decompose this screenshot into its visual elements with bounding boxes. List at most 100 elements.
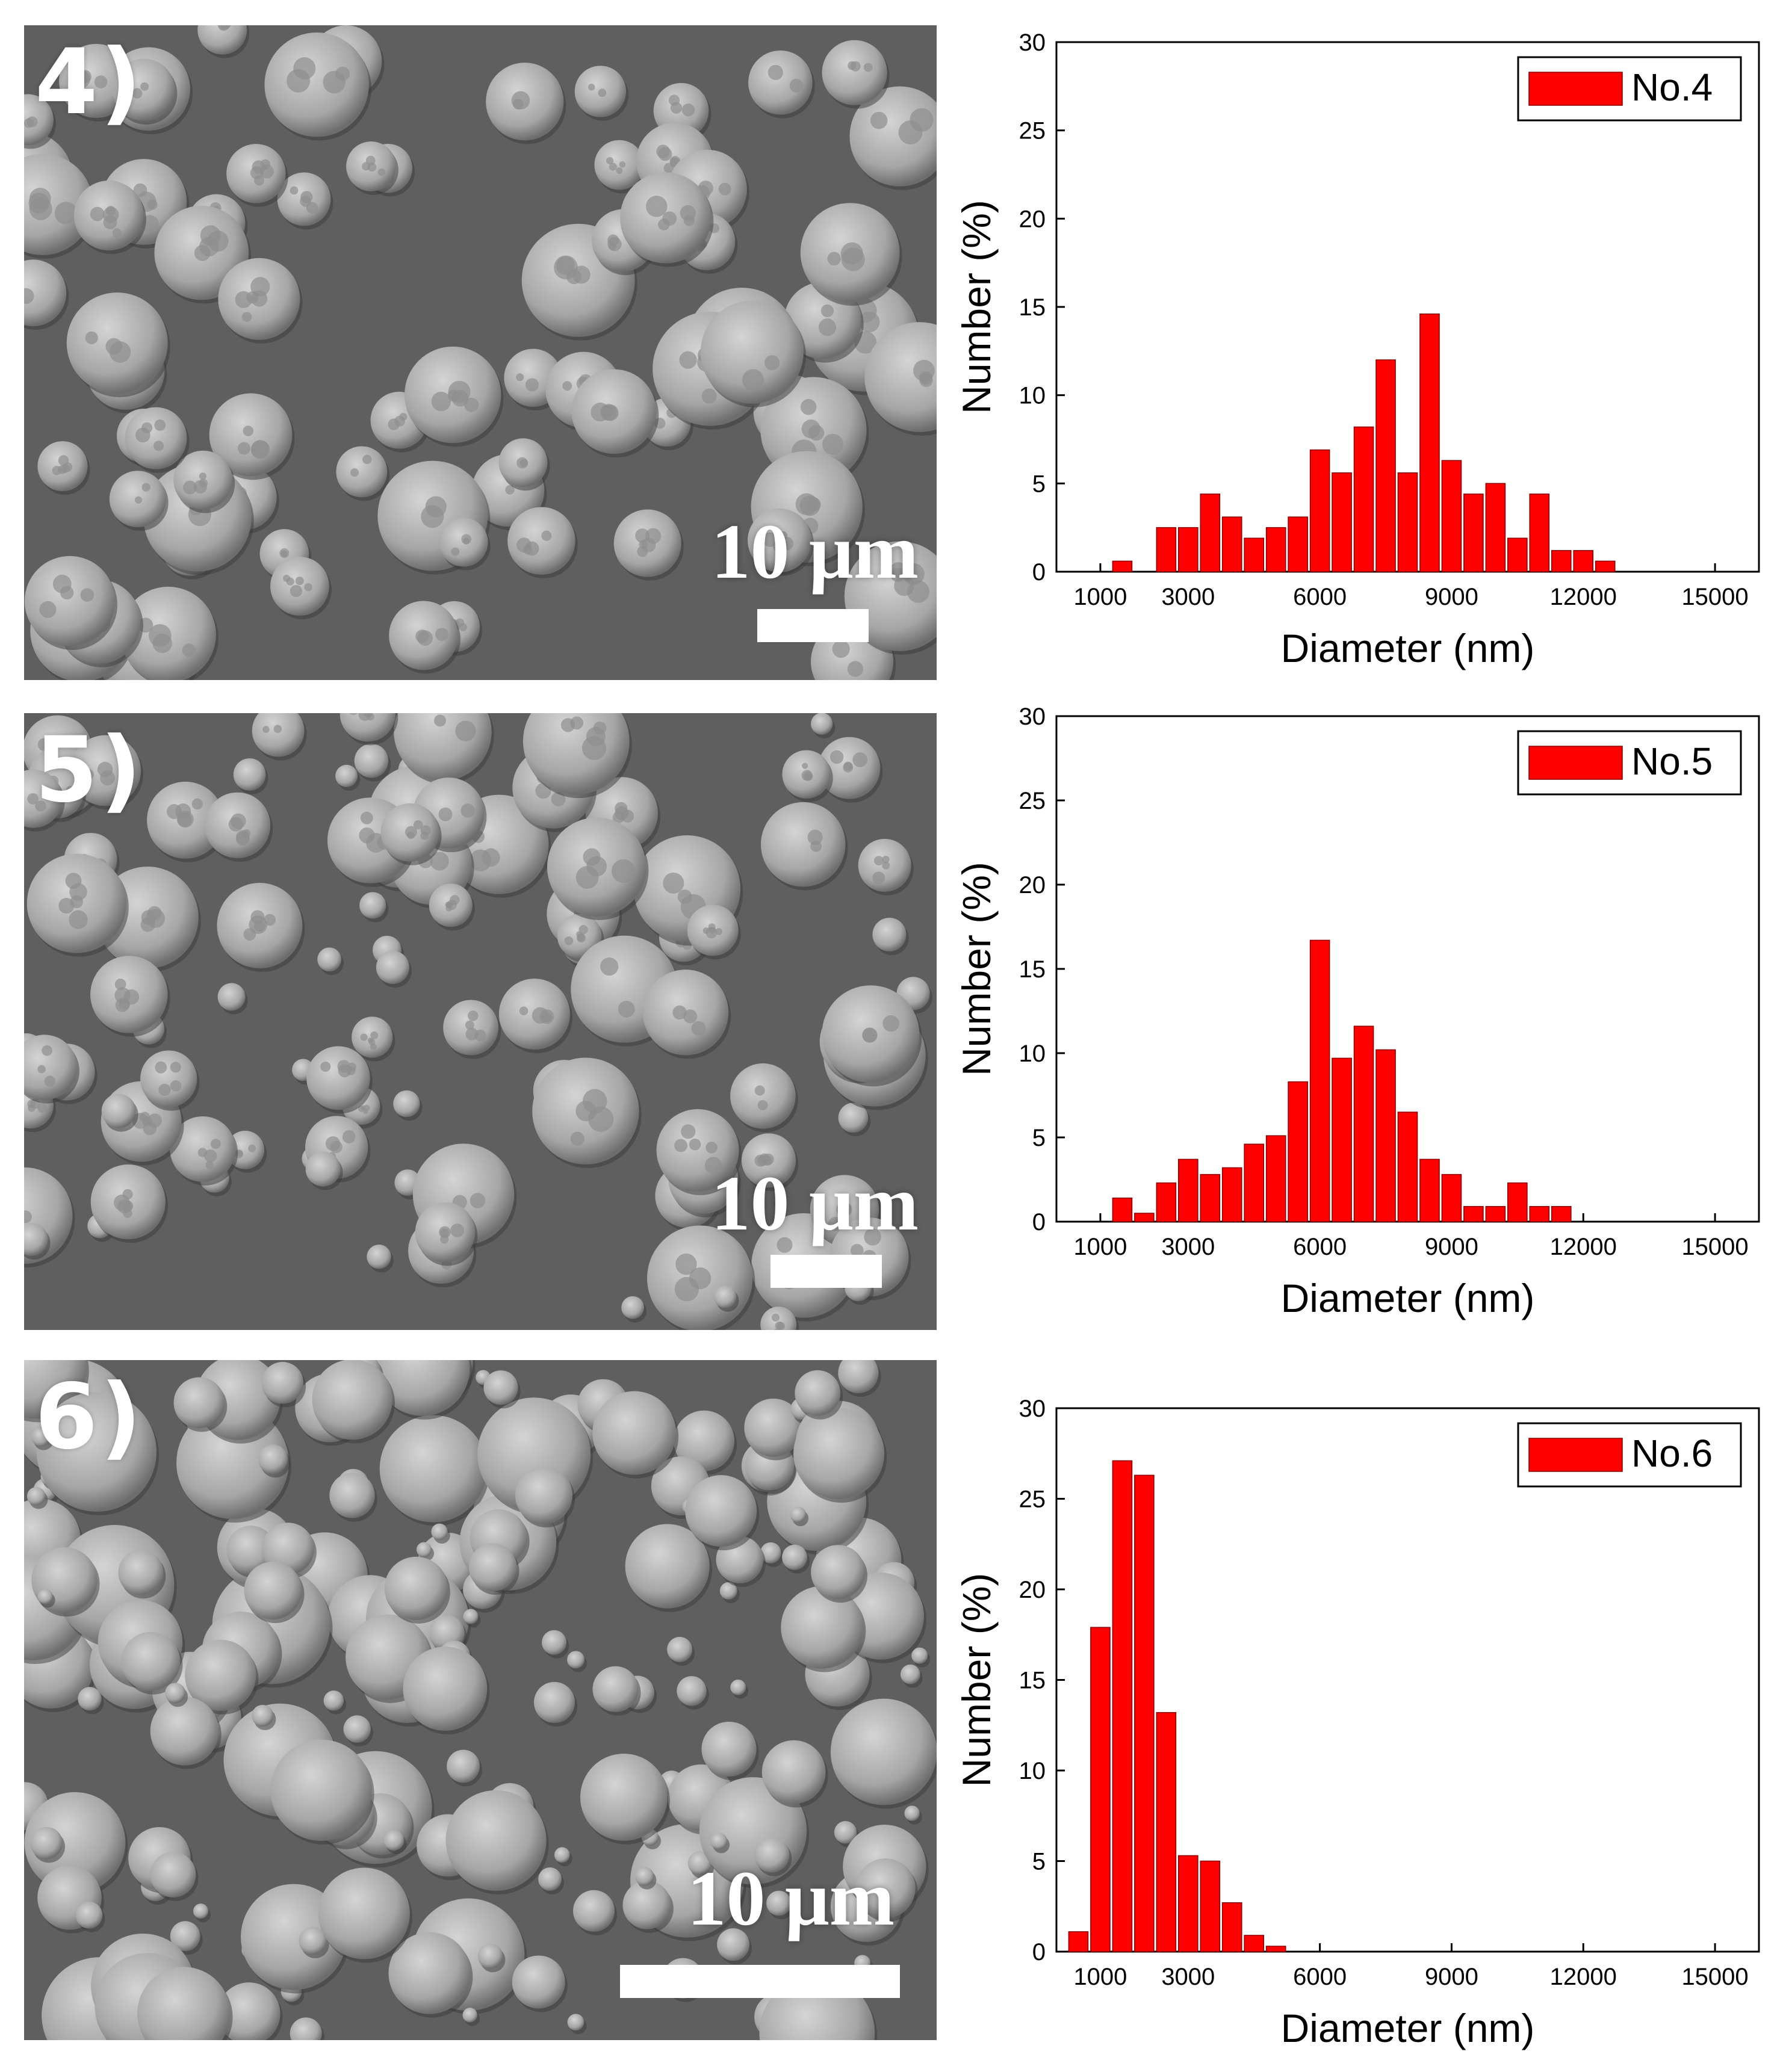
histogram-bar	[1529, 1206, 1550, 1222]
histogram-bar	[1178, 1855, 1198, 1952]
histogram-bar	[1178, 527, 1198, 572]
histogram-bar	[1309, 449, 1330, 572]
histogram-bar	[1441, 1174, 1462, 1222]
x-tick-label: 12000	[1550, 584, 1617, 610]
histogram-svg-5: 0 5 10 15 20 25 30 1000 3000 6000 9000 12000 15000 Di…	[954, 704, 1760, 1320]
x-tick-label: 6000	[1293, 1964, 1347, 1990]
sem-image-panel-6: 6) 10 μm	[24, 1360, 937, 2040]
histogram-bar	[1221, 516, 1242, 572]
histogram-bar	[1221, 1902, 1242, 1952]
x-tick-label: 1000	[1073, 1964, 1127, 1990]
histogram-bar	[1178, 1158, 1198, 1222]
histogram-bar	[1244, 1935, 1265, 1952]
histogram-bar	[1288, 1081, 1308, 1222]
histogram-svg-6: 0 5 10 15 20 25 30 1000 3000 6000 9000 12000 15000 Di…	[954, 1396, 1760, 2050]
panel-label-6: 6)	[35, 1365, 144, 1470]
histogram-chart-6: 0 5 10 15 20 25 30 1000 3000 6000 9000 12000 15000 Di…	[945, 1384, 1783, 2072]
histogram-svg-4: 0 5 10 15 20 25 30 1000 3000 6000 9000 12000 15000 Di…	[954, 29, 1760, 670]
histogram-bar	[1244, 537, 1265, 572]
y-tick-label: 5	[1032, 471, 1046, 497]
histogram-bar	[1485, 1206, 1506, 1222]
histogram-bar	[1244, 1143, 1265, 1222]
y-tick-label: 0	[1032, 1939, 1046, 1965]
y-tick-label: 25	[1019, 1486, 1046, 1513]
histogram-chart-5: 0 5 10 15 20 25 30 1000 3000 6000 9000 12000 15000 Di…	[945, 692, 1783, 1342]
panel-label-4: 4)	[35, 30, 144, 135]
legend-box	[1517, 56, 1742, 122]
histogram-chart-4: 0 5 10 15 20 25 30 1000 3000 6000 9000 12000 15000 Di…	[945, 18, 1783, 692]
histogram-bar	[1595, 560, 1616, 572]
histogram-bar	[1309, 939, 1330, 1222]
x-tick-label: 6000	[1293, 584, 1347, 610]
histogram-bar	[1200, 1860, 1221, 1952]
histogram-bar	[1200, 1174, 1221, 1222]
scale-bar-label-6: 10 μm	[687, 1855, 895, 1942]
y-tick-label: 5	[1032, 1125, 1046, 1151]
histogram-bar	[1221, 1167, 1242, 1222]
x-axis-label: Diameter (nm)	[1281, 1276, 1535, 1320]
histogram-bar	[1112, 1460, 1133, 1952]
y-tick-label: 10	[1019, 383, 1046, 409]
y-tick-label: 5	[1032, 1849, 1046, 1875]
y-tick-label: 0	[1032, 1209, 1046, 1235]
y-tick-label: 15	[1019, 294, 1046, 321]
histogram-bar	[1112, 1198, 1133, 1222]
y-tick-label: 15	[1019, 1668, 1046, 1694]
x-tick-label: 3000	[1161, 584, 1215, 610]
legend-label: No.4	[1631, 66, 1713, 109]
x-tick-label: 9000	[1425, 584, 1478, 610]
legend-swatch	[1528, 72, 1623, 106]
histogram-bar	[1485, 483, 1506, 572]
y-axis-label: Number (%)	[954, 1573, 999, 1787]
y-tick-label: 10	[1019, 1758, 1046, 1784]
histogram-bar	[1265, 527, 1286, 572]
scale-bar-label-5: 10 μm	[711, 1160, 919, 1247]
histogram-bar	[1332, 472, 1352, 572]
x-axis-label: Diameter (nm)	[1281, 2006, 1535, 2050]
scale-bar-4	[757, 609, 869, 642]
x-tick-label: 9000	[1425, 1234, 1478, 1260]
histogram-bar	[1353, 426, 1374, 572]
x-tick-label: 1000	[1073, 584, 1127, 610]
x-tick-label: 1000	[1073, 1234, 1127, 1260]
histogram-bar	[1507, 537, 1528, 572]
histogram-bar	[1375, 359, 1396, 572]
x-tick-label: 3000	[1161, 1964, 1215, 1990]
sem-micrograph-4	[24, 25, 937, 680]
x-tick-label: 12000	[1550, 1964, 1617, 1990]
histogram-bar	[1463, 1206, 1484, 1222]
y-tick-label: 20	[1019, 872, 1046, 898]
y-tick-label: 20	[1019, 1577, 1046, 1603]
histogram-bar	[1288, 516, 1308, 572]
histogram-bar	[1463, 493, 1484, 572]
sem-micrograph-6	[24, 1360, 937, 2040]
sem-image-panel-5: 5) 10 μm	[24, 713, 937, 1330]
x-tick-label: 6000	[1293, 1234, 1347, 1260]
histogram-bar	[1068, 1931, 1089, 1952]
legend-label: No.5	[1631, 740, 1713, 783]
histogram-bar	[1090, 1627, 1111, 1952]
histogram-bar	[1265, 1946, 1286, 1952]
y-tick-label: 30	[1019, 704, 1046, 730]
legend-label: No.6	[1631, 1432, 1713, 1475]
histogram-bar	[1551, 550, 1572, 572]
histogram-bar	[1419, 1158, 1440, 1222]
x-tick-label: 15000	[1681, 1964, 1748, 1990]
y-axis-label: Number (%)	[954, 862, 999, 1076]
sem-micrograph-5	[24, 713, 937, 1330]
y-axis-label: Number (%)	[954, 200, 999, 414]
histogram-bar	[1134, 1213, 1155, 1222]
legend-swatch	[1528, 746, 1623, 780]
histogram-bar	[1112, 560, 1133, 572]
histogram-bar	[1551, 1206, 1572, 1222]
y-tick-label: 25	[1019, 788, 1046, 814]
histogram-bar	[1156, 1182, 1177, 1222]
histogram-bar	[1332, 1057, 1352, 1222]
y-tick-label: 0	[1032, 559, 1046, 586]
histogram-bar	[1441, 460, 1462, 572]
histogram-bar	[1265, 1135, 1286, 1222]
histogram-bar	[1200, 493, 1221, 572]
legend-swatch	[1528, 1438, 1623, 1472]
y-tick-label: 20	[1019, 206, 1046, 232]
x-axis-label: Diameter (nm)	[1281, 626, 1535, 670]
